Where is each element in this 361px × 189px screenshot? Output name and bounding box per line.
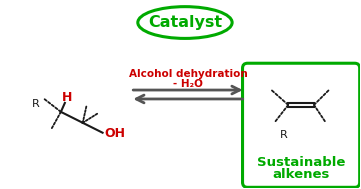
Text: R: R (280, 130, 288, 140)
Text: R: R (32, 99, 40, 109)
Text: Catalyst: Catalyst (148, 15, 222, 30)
Text: OH: OH (105, 127, 126, 140)
Text: alkenes: alkenes (273, 168, 330, 181)
Text: Alcohol dehydration: Alcohol dehydration (129, 69, 247, 79)
Text: Sustainable: Sustainable (257, 156, 345, 169)
Text: - H₂O: - H₂O (173, 79, 203, 89)
Text: H: H (62, 91, 72, 105)
